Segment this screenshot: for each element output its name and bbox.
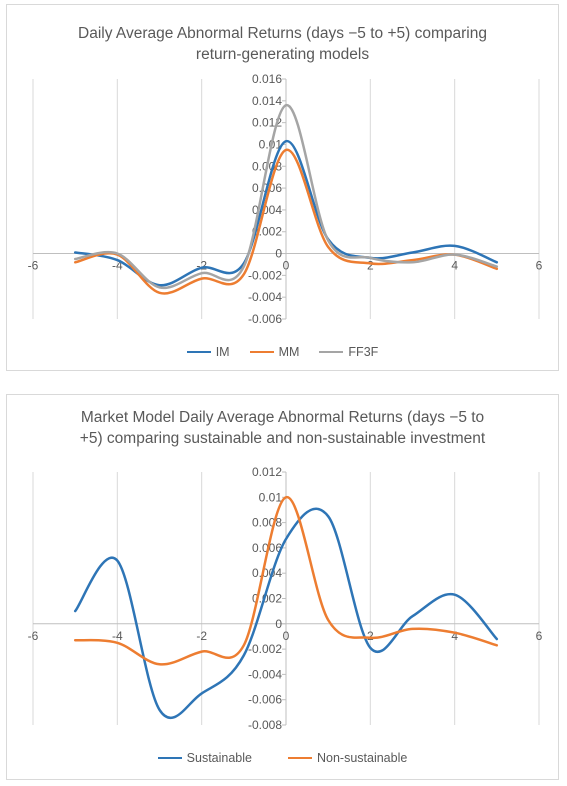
chart-2-x-tick-label: -6 [28,629,39,643]
chart-1-series-ff3f [73,103,499,290]
chart-1-title-line-2: return-generating models [195,46,370,63]
legend-item-ff3f: FF3F [319,345,378,359]
chart-1-title-line-1: Daily Average Abnormal Returns (days −5 … [78,25,487,42]
legend-swatch-ff3f [319,351,344,353]
legend-label-non-sustainable: Non-sustainable [316,751,408,765]
chart-1-x-tick-label: 0 [283,259,290,273]
chart-2-x-tick-label: 0 [283,629,290,643]
chart-1-y-tick-label: 0.012 [252,116,282,130]
legend-label-sustainable: Sustainable [186,751,252,765]
chart-panel-1: Daily Average Abnormal Returns (days −5 … [6,4,559,371]
legend-item-sustainable: Sustainable [157,751,252,765]
chart-2-x-tick-label: 4 [451,629,458,643]
chart-2-legend: Sustainable Non-sustainable [7,751,558,765]
chart-1-title: Daily Average Abnormal Returns (days −5 … [7,23,558,65]
chart-2-y-tick-label: 0.002 [252,592,282,606]
chart-panel-2: Market Model Daily Average Abnormal Retu… [6,394,559,780]
legend-swatch-non-sustainable [287,757,312,759]
chart-1-series-mm [73,148,499,295]
chart-2-y-tick-label: 0 [275,617,282,631]
chart-1-x-tick-label: 4 [451,259,458,273]
chart-1-x-tick-label: -2 [196,259,207,273]
chart-2-series-sustainable [73,507,499,719]
chart-2-title: Market Model Daily Average Abnormal Retu… [7,407,558,449]
legend-label-mm: MM [278,345,300,359]
legend-label-ff3f: FF3F [348,345,379,359]
chart-1-legend: IM MM FF3F [7,345,558,359]
chart-1-y-tick-label: 0.014 [252,94,282,108]
legend-swatch-im [186,351,211,353]
chart-1-y-tick-label: -0.004 [248,290,282,304]
chart-2-title-line-2: +5) comparing sustainable and non-sustai… [79,430,486,447]
chart-2-y-tick-label: 0.012 [252,465,282,479]
chart-1-y-tick-label: -0.002 [248,268,282,282]
chart-1-x-tick-label: -6 [28,259,39,273]
chart-2-y-tick-label: 0.004 [252,566,282,580]
chart-1-series-im [73,139,499,287]
legend-item-non-sustainable: Non-sustainable [287,751,408,765]
chart-1-x-tick-label: 6 [536,259,543,273]
chart-2-y-tick-label: 0.01 [259,490,283,504]
chart-2-plot: -6 -4 -2 0 2 4 60.0120.010.0080.0060.0040.0020… [28,465,543,732]
chart-2-title-line-1: Market Model Daily Average Abnormal Retu… [80,409,485,426]
chart-2-x-tick-label: -4 [112,629,123,643]
chart-1-y-tick-label: 0.016 [252,72,282,86]
chart-2-y-tick-label: -0.006 [248,693,282,707]
chart-2-x-tick-label: -2 [196,629,207,643]
chart-1-plot: -6 -4 -2 0 2 4 60.0160.0140.0120.010.0080.0060… [28,72,543,326]
chart-2-y-tick-label: -0.002 [248,642,282,656]
chart-2-y-tick-label: -0.008 [248,718,282,732]
legend-label-im: IM [215,345,230,359]
legend-swatch-sustainable [157,757,182,759]
chart-1-x-tick-label: 2 [367,259,374,273]
chart-2-y-tick-label: 0.008 [252,516,282,530]
chart-2-x-tick-label: 2 [367,629,374,643]
chart-1-y-tick-label: -0.006 [248,312,282,326]
chart-2-series-non-sustainable [73,496,499,666]
chart-1-x-tick-label: -4 [112,259,123,273]
chart-1-y-tick-label: 0 [275,247,282,261]
legend-item-mm: MM [249,345,300,359]
legend-swatch-mm [249,351,274,353]
chart-2-y-tick-label: -0.004 [248,667,282,681]
chart-2-x-tick-label: 6 [536,629,543,643]
legend-item-im: IM [186,345,230,359]
